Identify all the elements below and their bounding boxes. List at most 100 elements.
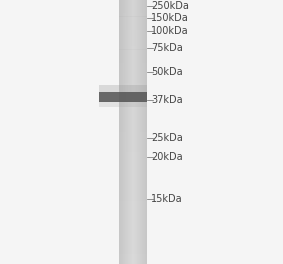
Bar — [131, 0, 132, 264]
Bar — [119, 0, 147, 3]
Text: 20kDa: 20kDa — [151, 152, 183, 162]
Text: 150kDa: 150kDa — [151, 13, 189, 23]
Bar — [119, 43, 147, 46]
Bar — [119, 0, 120, 264]
Bar — [119, 218, 147, 221]
Bar — [137, 0, 138, 264]
Bar — [99, 101, 147, 107]
Bar — [119, 76, 147, 79]
Bar — [139, 0, 140, 264]
Bar — [119, 89, 147, 92]
Bar — [140, 0, 141, 264]
Bar — [99, 85, 147, 92]
Bar — [142, 0, 143, 264]
Bar — [146, 0, 147, 264]
Bar — [119, 26, 147, 30]
Bar — [134, 0, 135, 264]
Bar — [143, 0, 144, 264]
Bar — [119, 69, 147, 73]
Bar — [119, 244, 147, 248]
Bar — [119, 122, 147, 125]
Bar — [124, 0, 125, 264]
Text: 37kDa: 37kDa — [151, 95, 183, 105]
Bar — [138, 0, 139, 264]
Bar — [119, 50, 147, 53]
Text: 75kDa: 75kDa — [151, 43, 183, 53]
Bar — [119, 148, 147, 152]
Bar — [125, 0, 126, 264]
Bar — [119, 142, 147, 145]
Bar — [119, 119, 147, 122]
Bar — [119, 3, 147, 7]
Bar — [119, 248, 147, 251]
Bar — [123, 0, 124, 264]
Bar — [119, 63, 147, 66]
Bar — [119, 73, 147, 76]
Bar — [130, 0, 131, 264]
Bar — [127, 0, 128, 264]
Bar — [119, 228, 147, 231]
Bar — [119, 46, 147, 50]
Bar — [119, 10, 147, 13]
Bar — [119, 20, 147, 23]
Bar — [135, 0, 136, 264]
Bar — [119, 188, 147, 191]
Bar — [122, 0, 123, 264]
Bar — [119, 109, 147, 112]
Bar — [119, 205, 147, 208]
Bar — [119, 96, 147, 99]
Bar — [119, 185, 147, 188]
Bar — [119, 139, 147, 142]
Bar — [119, 165, 147, 168]
Bar — [119, 168, 147, 172]
Bar — [119, 172, 147, 175]
Bar — [119, 231, 147, 234]
Bar — [129, 0, 130, 264]
Bar — [119, 178, 147, 182]
Bar — [119, 182, 147, 185]
Bar — [126, 0, 127, 264]
Bar — [119, 155, 147, 158]
Bar — [119, 59, 147, 63]
Bar — [119, 162, 147, 165]
Bar — [119, 106, 147, 109]
Bar — [119, 257, 147, 261]
Bar — [119, 198, 147, 201]
Bar — [145, 0, 146, 264]
Bar — [119, 92, 147, 96]
Bar — [144, 0, 145, 264]
Text: 100kDa: 100kDa — [151, 26, 189, 36]
Bar — [119, 211, 147, 214]
Bar — [119, 175, 147, 178]
Text: 50kDa: 50kDa — [151, 67, 183, 77]
Bar — [119, 135, 147, 139]
Bar — [119, 208, 147, 211]
Bar — [133, 0, 134, 264]
Bar — [141, 0, 142, 264]
Bar — [120, 0, 121, 264]
Bar — [119, 191, 147, 195]
Bar — [99, 92, 147, 102]
Bar — [119, 195, 147, 198]
Text: 15kDa: 15kDa — [151, 194, 183, 204]
Bar — [119, 112, 147, 116]
Bar — [128, 0, 129, 264]
Bar — [119, 152, 147, 155]
Bar — [119, 254, 147, 257]
Bar — [119, 36, 147, 40]
Bar — [119, 99, 147, 102]
Bar — [119, 16, 147, 20]
Bar — [119, 251, 147, 254]
Text: 250kDa: 250kDa — [151, 1, 189, 11]
Bar — [119, 158, 147, 162]
Bar — [119, 221, 147, 224]
Bar — [119, 102, 147, 106]
Bar — [119, 82, 147, 86]
Bar — [119, 234, 147, 238]
Bar — [119, 53, 147, 56]
Bar — [119, 66, 147, 69]
Bar — [119, 33, 147, 36]
Bar — [119, 261, 147, 264]
Bar — [119, 116, 147, 119]
Bar — [119, 201, 147, 205]
